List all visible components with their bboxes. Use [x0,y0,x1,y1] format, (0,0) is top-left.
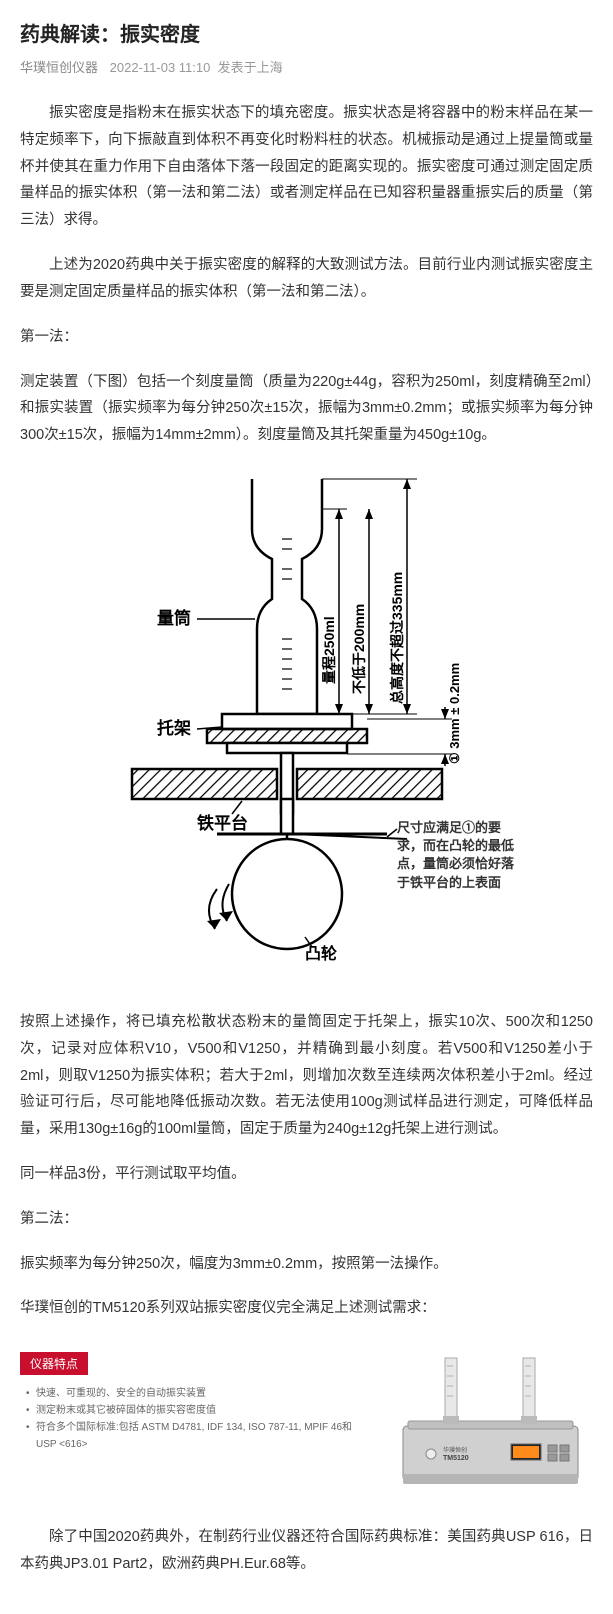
diagram-label-minheight: 不低于200mm [351,604,367,694]
feature-item: 符合多个国际标准:包括 ASTM D4781, IDF 134, ISO 787… [26,1419,371,1453]
feature-list: 快速、可重现的、安全的自动振实装置 测定粉末或其它被碎固体的振实容密度值 符合多… [20,1385,371,1453]
feature-item: 快速、可重现的、安全的自动振实装置 [26,1385,371,1402]
diagram-label-gap: ① 3mm ± 0.2mm [447,663,462,764]
method1-heading: 第一法： [20,324,593,351]
diagram-label-totalheight: 总高度不超过335mm [389,572,405,704]
feature-item: 测定粉末或其它被碎固体的振实容密度值 [26,1402,371,1419]
paragraph-standards: 除了中国2020药典外，在制药行业仪器还符合国际药典标准：美国药典USP 616… [20,1524,593,1578]
diagram-label-holder: 托架 [157,718,191,738]
diagram-note: 尺寸应满足①的要求，而在凸轮的最低点，量筒必须恰好落于铁平台的上表面 [397,819,525,892]
method2-heading: 第二法： [20,1206,593,1233]
diagram-label-range: 量程250ml [321,616,337,684]
paragraph-intro-1: 振实密度是指粉末在振实状态下的填充密度。振实状态是将容器中的粉末样品在某一特定频… [20,100,593,234]
features-badge: 仪器特点 [20,1352,88,1375]
diagram-label-platform: 铁平台 [197,813,248,833]
paragraph-product-lead: 华璞恒创的TM5120系列双站振实密度仪完全满足上述测试需求： [20,1295,593,1322]
article-meta: 华璞恒创仪器 2022-11-03 11:10 发表于上海 [20,57,593,76]
diagram-label-cylinder: 量筒 [157,608,191,628]
paragraph-method2-desc: 振实频率为每分钟250次，幅度为3mm±0.2mm，按照第一法操作。 [20,1251,593,1278]
product-features: 仪器特点 快速、可重现的、安全的自动振实装置 测定粉末或其它被碎固体的振实容密度… [20,1346,371,1453]
product-brand-label: 华璞恒创 [443,1446,467,1454]
product-block: 仪器特点 快速、可重现的、安全的自动振实装置 测定粉末或其它被碎固体的振实容密度… [20,1346,593,1496]
paragraph-replicates: 同一样品3份，平行测试取平均值。 [20,1161,593,1188]
apparatus-diagram: 量筒 量程250ml 不低于200mm 总高度不超过335mm [20,469,593,979]
diagram-label-cam: 凸轮 [305,944,337,963]
paragraph-intro-2: 上述为2020药典中关于振实密度的解释的大致测试方法。目前行业内测试振实密度主要… [20,252,593,306]
publish-date: 2022-11-03 11:10 [110,60,211,75]
apparatus-svg: 量筒 量程250ml 不低于200mm 总高度不超过335mm [87,469,527,979]
article-title: 药典解读：振实密度 [20,18,593,47]
author-name: 华璞恒创仪器 [20,60,98,75]
product-model-label: TM5120 [443,1455,469,1462]
paragraph-method1-desc: 测定装置（下图）包括一个刻度量筒（质量为220g±44g，容积为250ml，刻度… [20,369,593,449]
publish-location: 发表于上海 [218,60,283,75]
product-image: 华璞恒创 TM5120 [383,1346,593,1496]
paragraph-procedure: 按照上述操作，将已填充松散状态粉末的量筒固定于托架上，振实10次、500次和12… [20,1009,593,1143]
